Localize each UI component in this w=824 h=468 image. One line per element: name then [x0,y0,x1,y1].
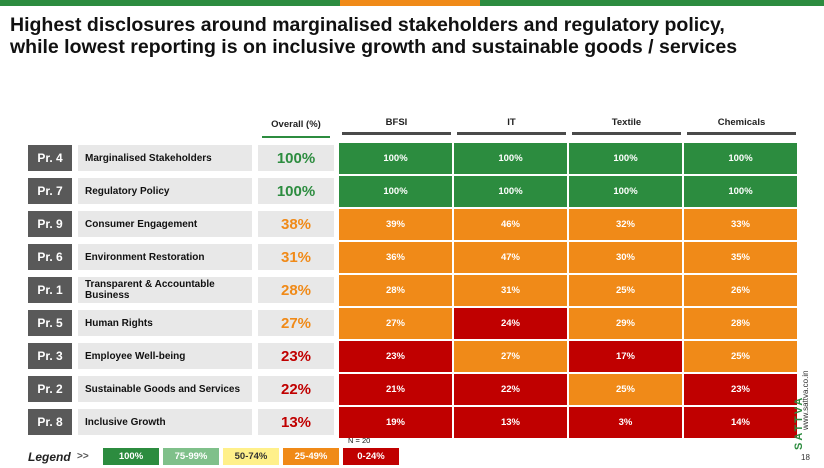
heatmap-cell: 100% [339,143,454,176]
overall-value: 38% [258,211,334,237]
sample-size-note: N = 20 [348,436,371,445]
principle-name: Employee Well-being [78,343,252,369]
principle-code: Pr. 7 [28,178,72,204]
overall-value: 28% [258,277,334,303]
heatmap-cell: 27% [339,308,454,341]
heatmap-cell: 32% [569,209,684,242]
overall-value: 23% [258,343,334,369]
overall-value: 13% [258,409,334,435]
principle-code: Pr. 6 [28,244,72,270]
column-header-underline [457,132,566,135]
column-header-textile: Textile [611,117,642,128]
principle-name: Sustainable Goods and Services [78,376,252,402]
heatmap-cell: 25% [569,275,684,308]
heatmap-cell: 100% [569,143,684,176]
column-header-underline [342,132,451,135]
principle-name: Environment Restoration [78,244,252,270]
column-header-bfsi: BFSI [385,117,408,128]
overall-value: 100% [258,178,334,204]
legend-arrow: >> [77,451,89,462]
legend-label: Legend [28,450,71,464]
heatmap-cell: 23% [339,341,454,374]
heatmap-cell: 27% [454,341,569,374]
heatmap-cell: 31% [454,275,569,308]
heatmap-cell: 39% [339,209,454,242]
column-header-underline [687,132,796,135]
heatmap-cell: 22% [454,374,569,407]
principle-code: Pr. 4 [28,145,72,171]
principle-name: Inclusive Growth [78,409,252,435]
heatmap-cell: 26% [684,275,799,308]
heatmap-cell: 25% [569,374,684,407]
principle-name: Human Rights [78,310,252,336]
principle-name: Regulatory Policy [78,178,252,204]
overall-value: 100% [258,145,334,171]
heatmap-cell: 23% [684,374,799,407]
heatmap-cell: 100% [339,176,454,209]
overall-value: 27% [258,310,334,336]
heatmap-cell: 13% [454,407,569,440]
heatmap-cell: 28% [339,275,454,308]
principle-code: Pr. 2 [28,376,72,402]
principle-name: Consumer Engagement [78,211,252,237]
principle-code: Pr. 3 [28,343,72,369]
heatmap-cell: 3% [569,407,684,440]
heatmap-cell: 17% [569,341,684,374]
column-header-it: IT [507,117,516,128]
heatmap-cell: 19% [339,407,454,440]
legend-entry: 50-74% [223,448,279,465]
heatmap-cell: 100% [454,176,569,209]
heatmap-cell: 28% [684,308,799,341]
legend-entry: 100% [103,448,159,465]
heatmap-cell: 35% [684,242,799,275]
overall-value: 22% [258,376,334,402]
heatmap-cell: 21% [339,374,454,407]
principle-code: Pr. 5 [28,310,72,336]
legend-entry: 0-24% [343,448,399,465]
heatmap-cell: 100% [684,176,799,209]
heatmap-cell: 33% [684,209,799,242]
heatmap-cell: 24% [454,308,569,341]
overall-header: Overall (%) [271,119,321,130]
heatmap-cell: 29% [569,308,684,341]
heatmap-cell: 14% [684,407,799,440]
legend-entry: 25-49% [283,448,339,465]
heatmap-cell: 100% [569,176,684,209]
heatmap-cell: 47% [454,242,569,275]
top-accent-bar [0,0,824,6]
slide-title: Highest disclosures around marginalised … [10,14,738,58]
principle-code: Pr. 9 [28,211,72,237]
column-header-chemicals: Chemicals [717,117,766,128]
overall-value: 31% [258,244,334,270]
principle-code: Pr. 1 [28,277,72,303]
heatmap-cell: 100% [454,143,569,176]
legend-entry: 75-99% [163,448,219,465]
principle-name: Marginalised Stakeholders [78,145,252,171]
heatmap-cell: 100% [684,143,799,176]
principle-code: Pr. 8 [28,409,72,435]
heatmap-cell: 25% [684,341,799,374]
heatmap-cell: 30% [569,242,684,275]
column-header-underline [572,132,681,135]
heatmap-cell: 36% [339,242,454,275]
brand-sidebar: www.sattva.co.in SATTVA [793,300,819,450]
overall-header-underline [262,136,330,138]
brand-logo: SATTVA [793,395,805,450]
principle-name: Transparent & Accountable Business [78,277,252,303]
heatmap-cell: 46% [454,209,569,242]
page-number: 18 [801,453,810,462]
